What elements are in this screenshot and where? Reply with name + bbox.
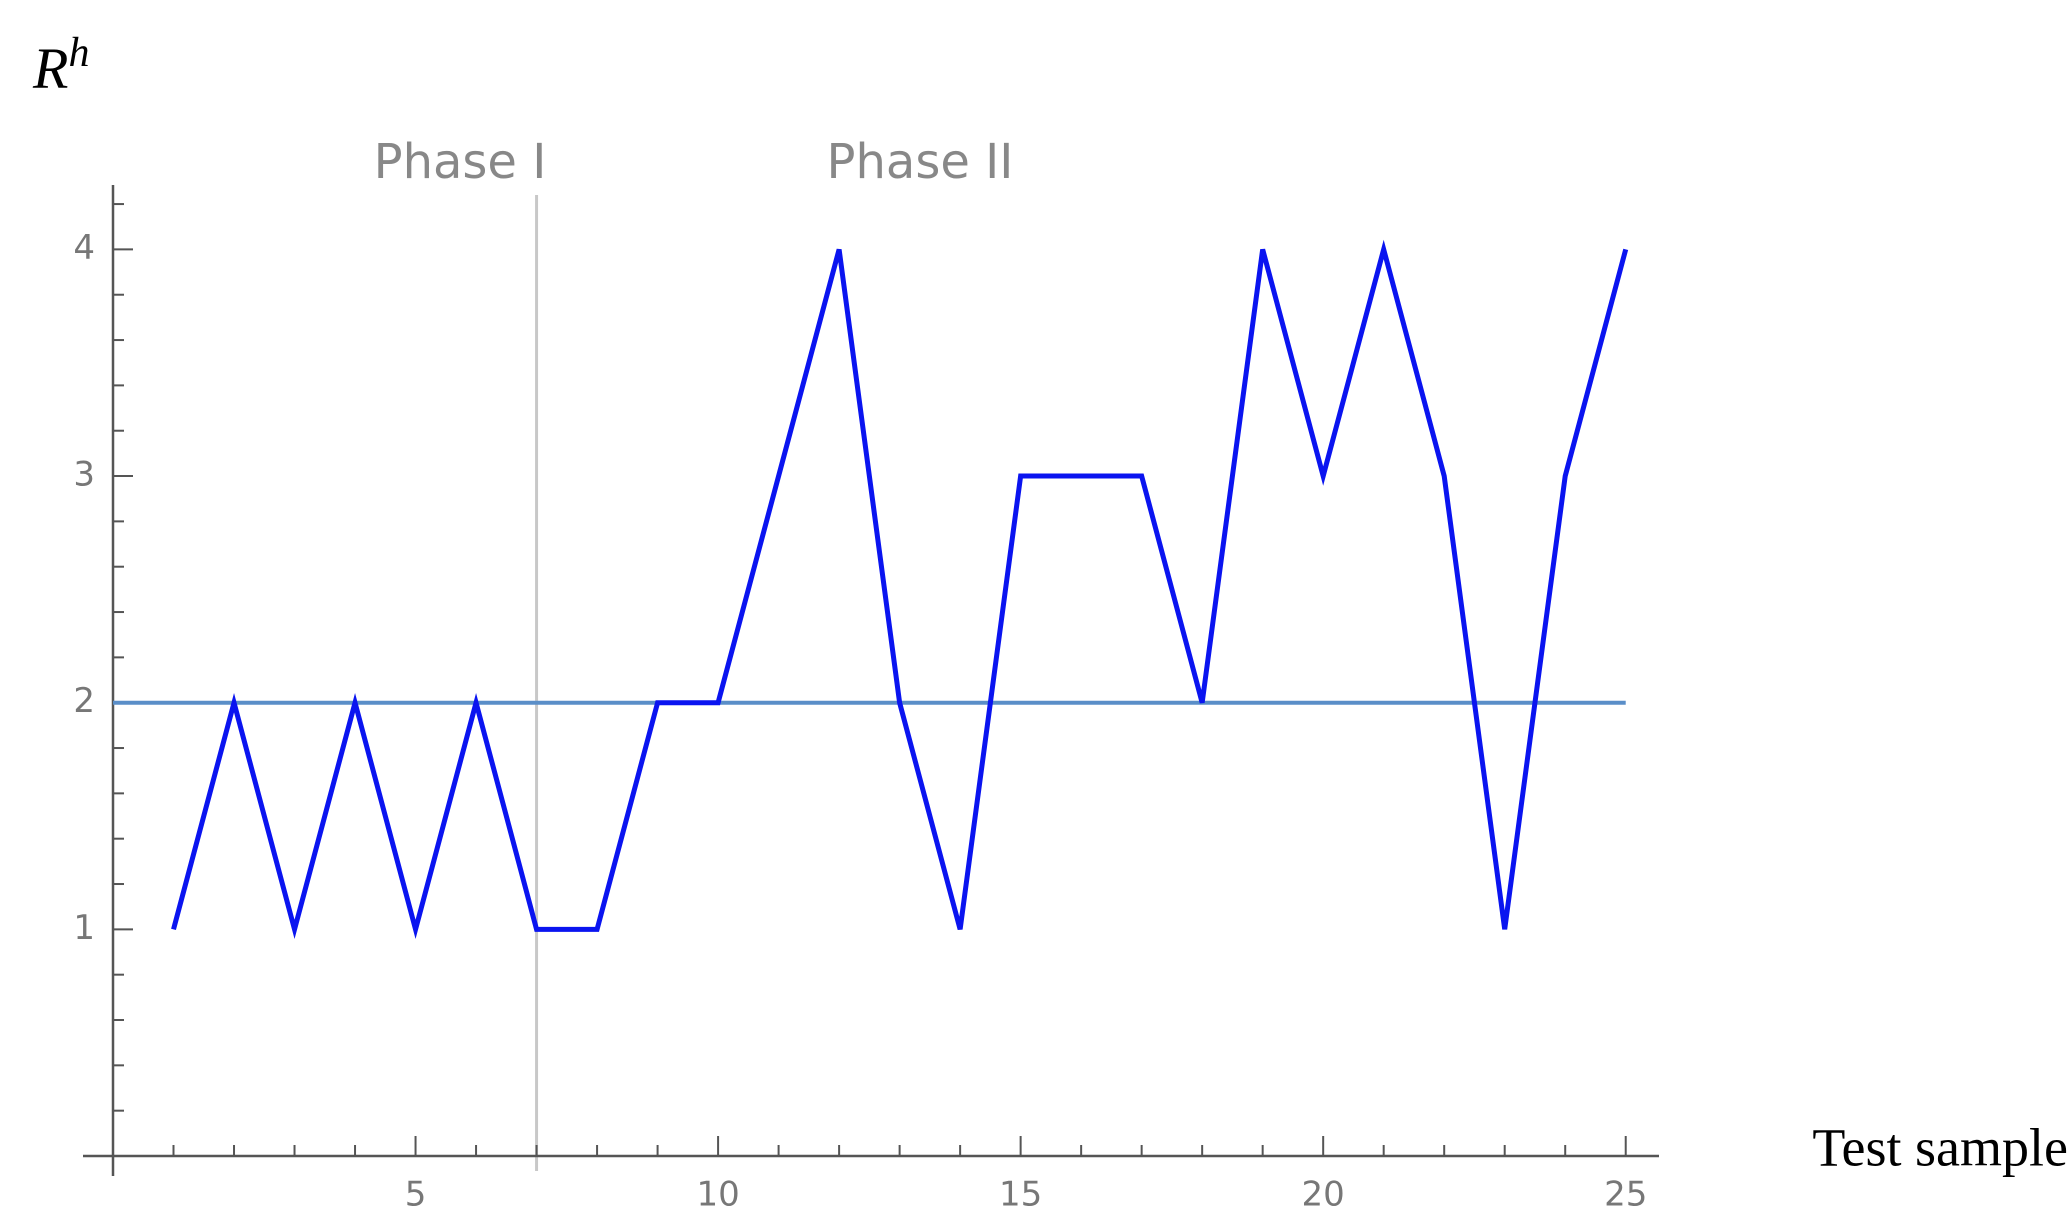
x-tick-label: 15 bbox=[999, 1175, 1042, 1215]
x-tick-label: 5 bbox=[405, 1175, 427, 1215]
y-label-base: R bbox=[32, 36, 68, 101]
y-tick-label: 3 bbox=[73, 455, 95, 495]
x-label: Test sample bbox=[1812, 1117, 2068, 1177]
y-tick-label: 2 bbox=[73, 681, 95, 721]
y-label: Rh bbox=[32, 30, 89, 101]
x-tick-label: 20 bbox=[1302, 1175, 1345, 1215]
x-tick-label: 25 bbox=[1604, 1175, 1647, 1215]
annotation: Phase II bbox=[827, 134, 1014, 190]
data-line bbox=[171, 239, 1629, 940]
annotation: Phase I bbox=[374, 134, 547, 190]
x-tick-label: 10 bbox=[696, 1175, 739, 1215]
y-tick-label: 4 bbox=[73, 228, 95, 268]
y-label-sup: h bbox=[68, 30, 89, 76]
y-tick-label: 1 bbox=[73, 908, 95, 948]
